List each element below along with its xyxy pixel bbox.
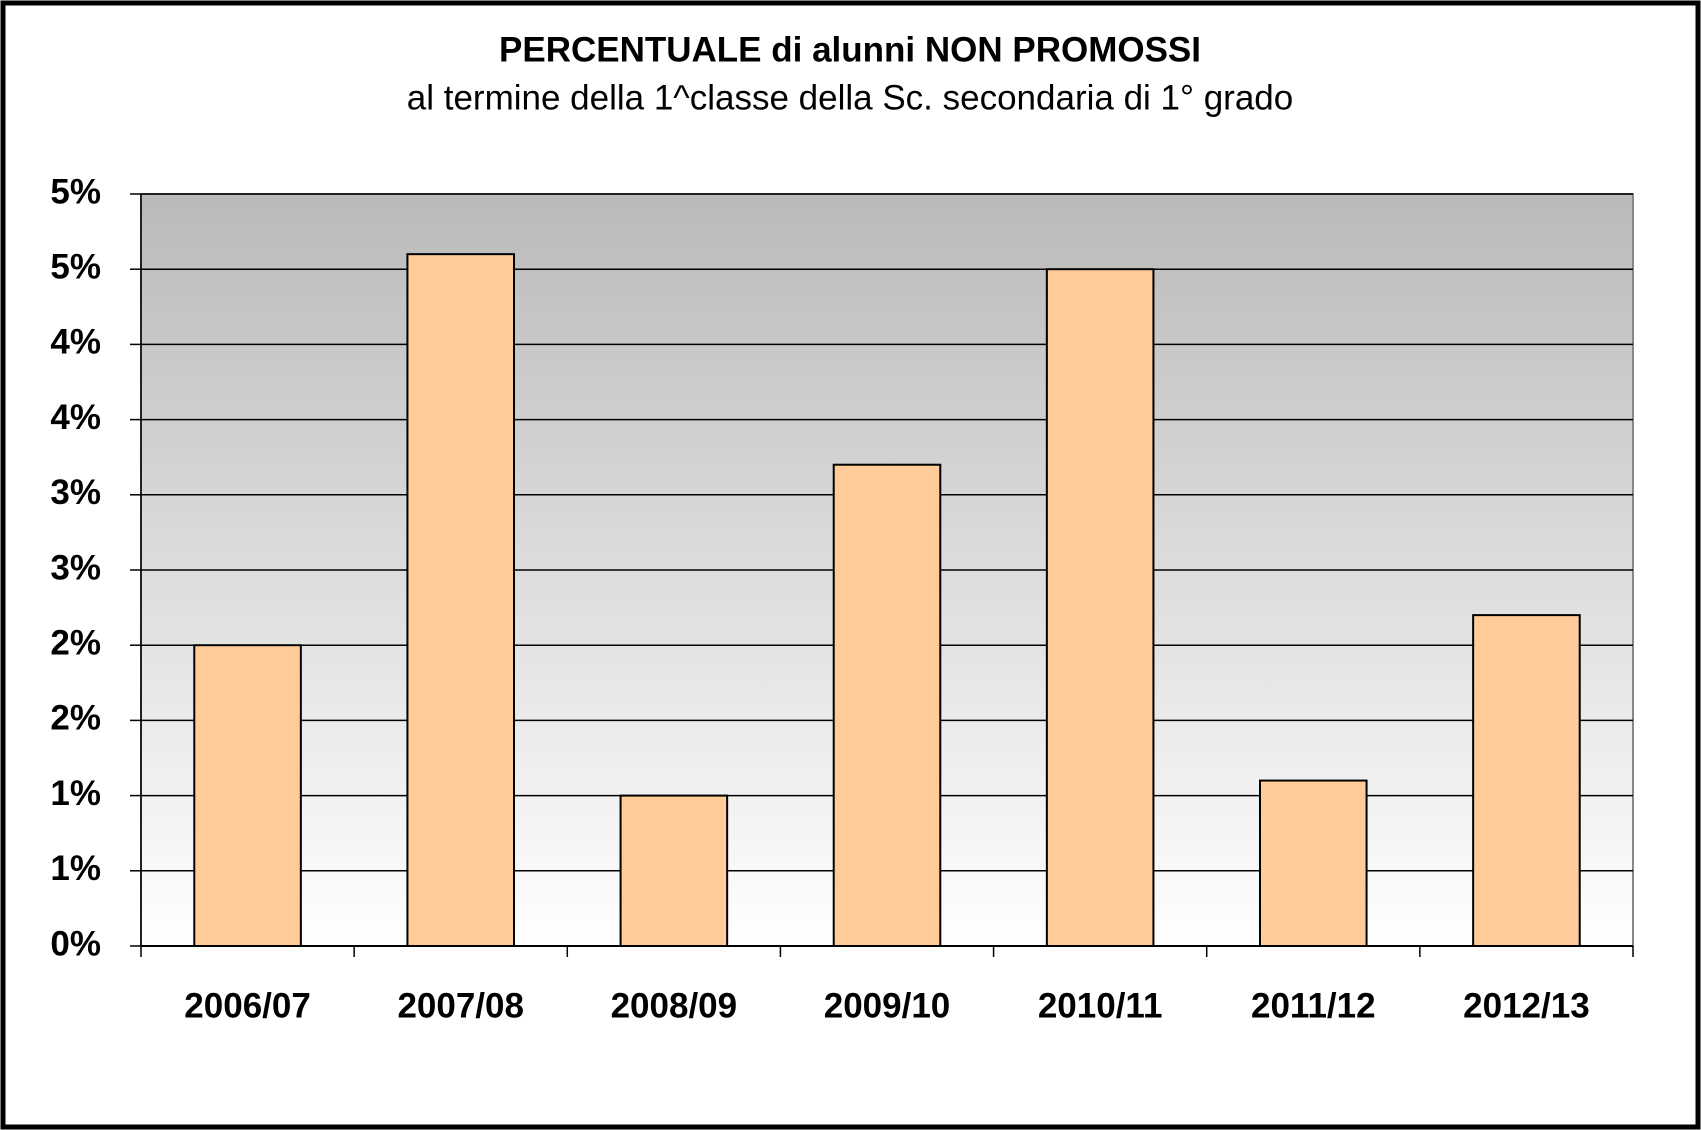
x-tick-label: 2012/13	[1463, 986, 1590, 1025]
bar	[1045, 268, 1155, 947]
x-tick-label: 2006/07	[184, 986, 311, 1025]
bar	[406, 253, 515, 948]
bar	[619, 794, 729, 947]
y-tick-label: 2%	[50, 699, 101, 738]
y-tick-label: 3%	[50, 473, 101, 512]
x-tick-label: 2008/09	[611, 986, 738, 1025]
x-tick-label: 2009/10	[824, 986, 951, 1025]
y-tick-label: 5%	[50, 172, 101, 211]
chart-subtitle: al termine della 1^classe della Sc. seco…	[407, 78, 1293, 117]
y-tick-label: 4%	[50, 398, 101, 437]
y-tick-label: 4%	[50, 323, 101, 362]
x-tick-label: 2011/12	[1251, 986, 1376, 1025]
x-tick-label: 2010/11	[1038, 986, 1163, 1025]
bar	[1259, 779, 1368, 947]
chart-title: PERCENTUALE di alunni NON PROMOSSI	[499, 30, 1201, 69]
bar	[832, 463, 942, 947]
x-tick-label: 2007/08	[397, 986, 524, 1025]
bar	[1472, 614, 1581, 947]
bar	[193, 644, 302, 947]
y-tick-label: 3%	[50, 548, 101, 587]
y-tick-label: 2%	[50, 623, 101, 662]
y-tick-label: 0%	[50, 924, 101, 963]
y-tick-label: 1%	[50, 849, 101, 888]
y-tick-label: 1%	[50, 774, 101, 813]
y-tick-label: 5%	[50, 247, 101, 286]
